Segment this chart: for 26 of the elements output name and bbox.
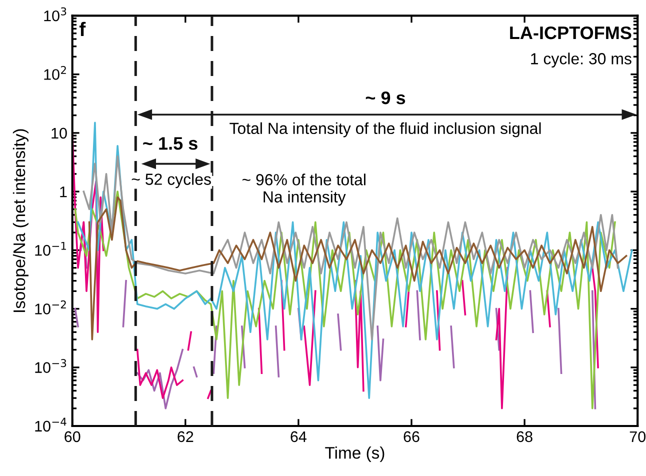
line-series	[74, 190, 616, 410]
y-tick-label: 10$^{−4}$	[35, 418, 66, 432]
annotation: f	[79, 22, 86, 36]
y-tick-label: 10$^{3}$	[44, 7, 66, 22]
y-tick-label: 1	[60, 186, 67, 198]
text: 1 cycle: 30 ms	[531, 52, 632, 68]
x-tick-label: 70	[630, 431, 646, 442]
chart-title: LA-ICPTOFMS	[510, 26, 632, 40]
annotation: ~ 9 s	[366, 91, 406, 104]
x-tick-label: 60	[64, 431, 80, 442]
annotation: ~ 52 cycles	[132, 173, 211, 188]
line-series	[82, 155, 619, 340]
annotation: ~ 1.5 s	[143, 137, 198, 150]
x-axis-title: Time (s)	[325, 446, 384, 462]
x-tick-label: 66	[404, 431, 420, 442]
y-tick-label: 10$^{−1}$	[35, 242, 66, 256]
y-tick-label: 10$^{2}$	[44, 66, 66, 80]
x-tick-label: 68	[516, 431, 532, 442]
y-tick-label: 10$^{−2}$	[35, 300, 66, 314]
y-tick-label: 10$^{−3}$	[35, 359, 66, 373]
annotation: Total Na intensity of the fluid inclusion signal	[230, 122, 541, 138]
x-tick-label: 62	[178, 431, 194, 442]
x-tick-label: 64	[290, 431, 306, 442]
y-axis-title: Isotope/Na (net intensity)	[12, 129, 28, 312]
annotation: ~ 96% of the total Na intensity	[242, 174, 366, 206]
y-tick-label: 10	[52, 128, 67, 139]
